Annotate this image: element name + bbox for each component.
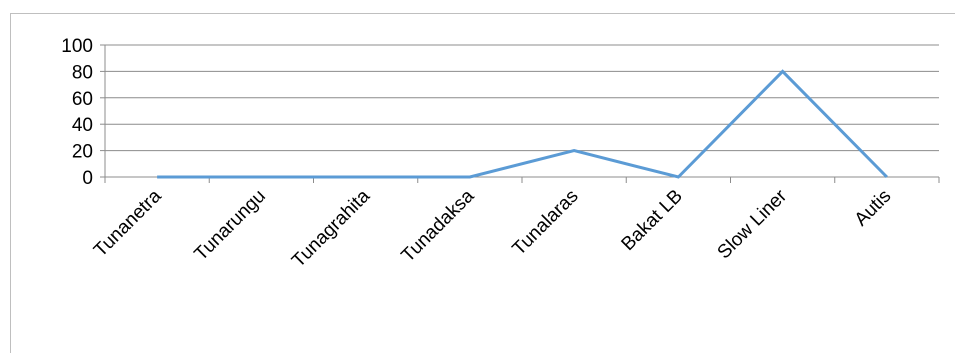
y-axis-tick-labels: 0 20 40 60 80 100 — [61, 36, 105, 189]
x-category-label-1: Tunarungu — [191, 186, 270, 265]
series-line-0 — [157, 69, 888, 179]
x-axis-category-labels: Tunanetra Tunarungu Tunagrahita Tunadaksa Tu… — [90, 185, 895, 272]
axes — [104, 45, 939, 178]
x-category-label-7: Autis — [851, 186, 896, 231]
line-chart: 0 20 40 60 80 100 Tunanetra Tunarungu Tunagrahi… — [61, 36, 940, 272]
x-category-label-6: Slow Liner — [714, 185, 792, 263]
gridlines — [105, 44, 939, 152]
series-group — [157, 69, 888, 179]
x-category-label-2: Tunagrahita — [288, 185, 374, 271]
y-tick-label-80: 80 — [72, 62, 93, 83]
chart-frame — [10, 13, 955, 353]
y-tick-label-20: 20 — [72, 142, 93, 163]
y-tick-label-0: 0 — [82, 168, 93, 189]
x-category-label-3: Tunadaksa — [398, 185, 479, 266]
y-tick-label-40: 40 — [72, 115, 93, 136]
y-tick-label-60: 60 — [72, 89, 93, 110]
y-tick-label-100: 100 — [61, 36, 93, 57]
x-category-label-5: Bakat LB — [618, 186, 687, 255]
x-category-label-4: Tunalaras — [509, 186, 583, 260]
x-category-label-0: Tunanetra — [90, 185, 166, 261]
